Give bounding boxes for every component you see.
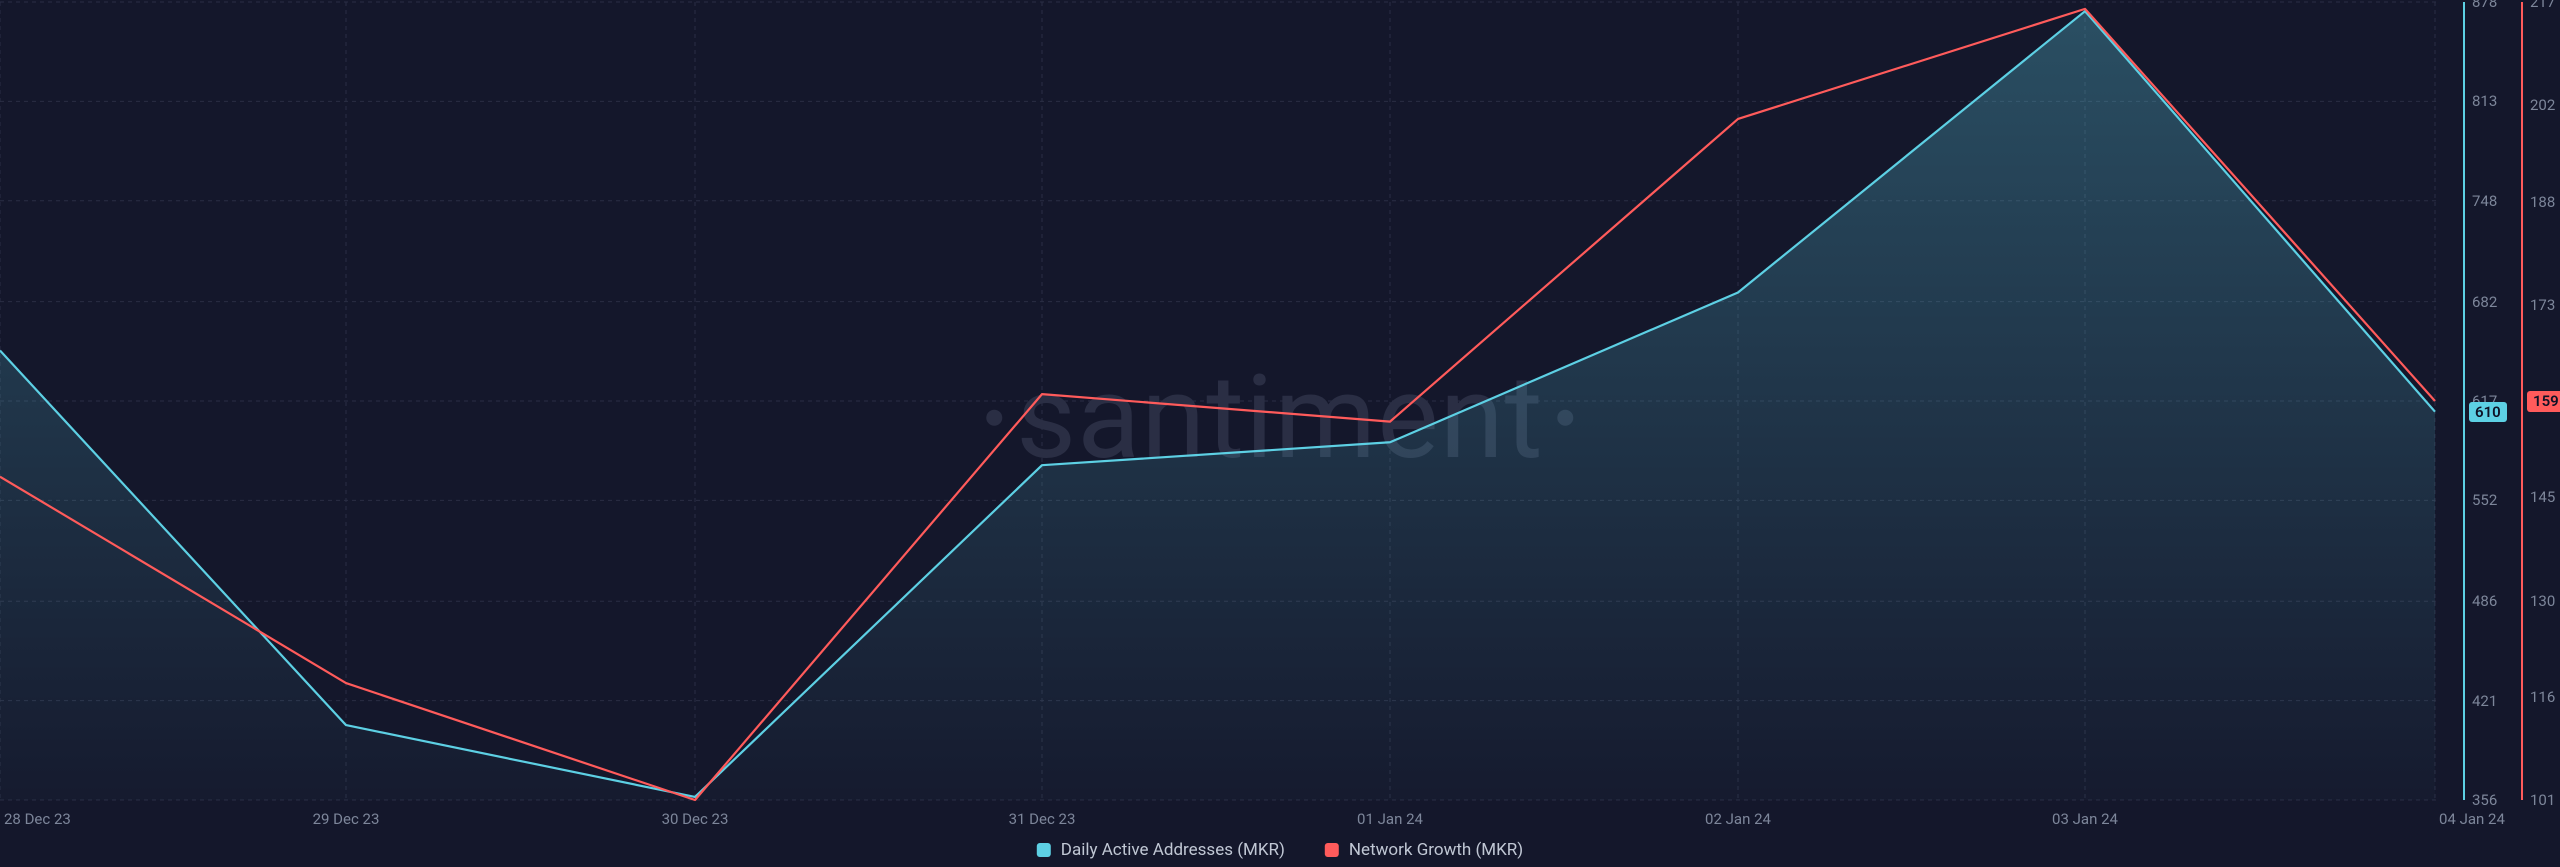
legend-swatch-ng: [1325, 843, 1339, 857]
value-badge-ng: 159: [2527, 391, 2560, 412]
x-tick-label: 02 Jan 24: [1705, 810, 1771, 828]
legend-item-ng[interactable]: Network Growth (MKR): [1325, 840, 1523, 860]
y1-tick-label: 552: [2472, 491, 2497, 509]
y1-tick-label: 682: [2472, 293, 2497, 311]
y2-tick-label: 130: [2530, 592, 2555, 610]
x-tick-label: 31 Dec 23: [1009, 810, 1076, 828]
chart-container: santiment Daily Active Addresses (MKR) N…: [0, 0, 2560, 867]
chart-svg[interactable]: [0, 0, 2560, 867]
legend-label-daa: Daily Active Addresses (MKR): [1061, 840, 1285, 860]
axis-line-ng: [2521, 2, 2523, 800]
legend-item-daa[interactable]: Daily Active Addresses (MKR): [1037, 840, 1285, 860]
x-tick-label: 28 Dec 23: [4, 810, 71, 828]
y2-tick-label: 173: [2530, 296, 2555, 314]
legend-swatch-daa: [1037, 843, 1051, 857]
y1-tick-label: 486: [2472, 592, 2497, 610]
x-tick-label: 04 Jan 24: [2439, 810, 2505, 828]
y1-tick-label: 813: [2472, 92, 2497, 110]
y2-tick-label: 202: [2530, 96, 2555, 114]
y2-tick-label: 116: [2530, 688, 2555, 706]
x-tick-label: 03 Jan 24: [2052, 810, 2118, 828]
y2-tick-label: 217: [2530, 0, 2555, 11]
y2-tick-label: 145: [2530, 488, 2555, 506]
x-tick-label: 01 Jan 24: [1357, 810, 1423, 828]
y1-tick-label: 878: [2472, 0, 2497, 11]
axis-line-daa: [2463, 2, 2465, 800]
y2-tick-label: 188: [2530, 193, 2555, 211]
y1-tick-label: 356: [2472, 791, 2497, 809]
x-tick-label: 30 Dec 23: [662, 810, 729, 828]
y1-tick-label: 748: [2472, 192, 2497, 210]
legend-label-ng: Network Growth (MKR): [1349, 840, 1523, 860]
y2-tick-label: 101: [2530, 791, 2555, 809]
legend: Daily Active Addresses (MKR) Network Gro…: [1037, 840, 1523, 860]
value-badge-daa: 610: [2469, 402, 2507, 423]
x-tick-label: 29 Dec 23: [313, 810, 380, 828]
y1-tick-label: 421: [2472, 692, 2497, 710]
